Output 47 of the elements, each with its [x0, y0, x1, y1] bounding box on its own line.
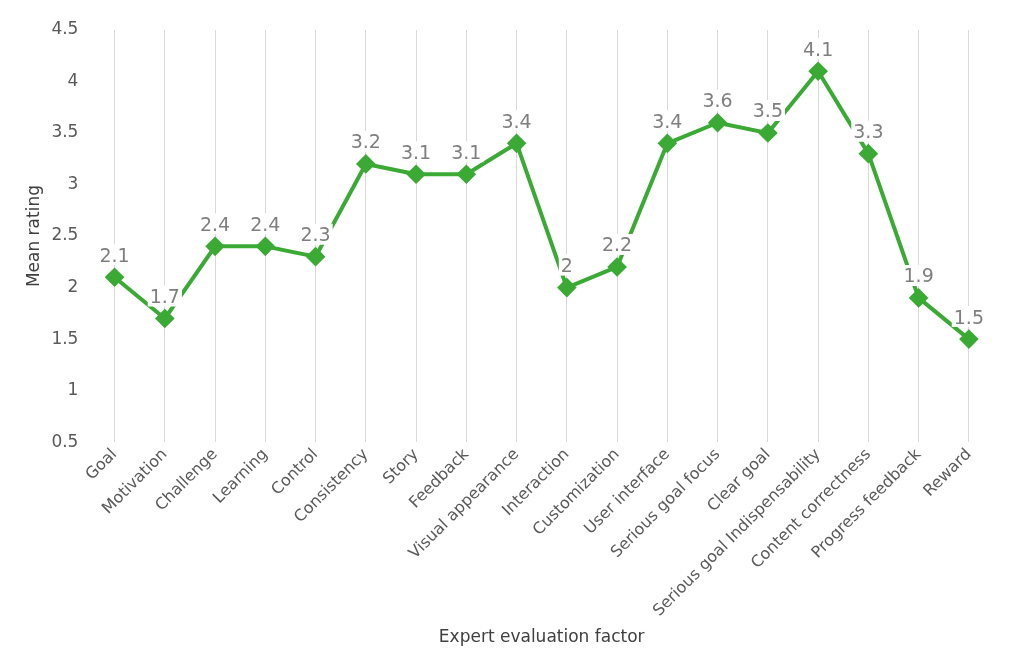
point — [557, 278, 576, 297]
y-tick-label: 2 — [67, 276, 79, 296]
data-label: 2 — [560, 254, 573, 277]
data-label: 3.2 — [350, 130, 381, 153]
x-axis-title: Expert evaluation factor — [438, 626, 645, 647]
y-tick-label: 3 — [67, 172, 79, 193]
point — [105, 268, 124, 287]
point — [256, 237, 275, 256]
y-tick-label: 1 — [67, 379, 79, 400]
point — [758, 124, 777, 143]
data-label: 1.7 — [149, 284, 180, 307]
y-tick-label: 3.5 — [51, 121, 79, 142]
y-tick-label: 1.5 — [51, 327, 79, 348]
data-label: 2.4 — [199, 212, 231, 235]
data-label: 3.1 — [451, 140, 482, 163]
point — [608, 257, 627, 276]
y-tick-label: 4.5 — [51, 18, 79, 39]
data-label: 2.4 — [250, 212, 281, 235]
data-label: 2.3 — [300, 223, 331, 246]
data-label: 3.3 — [853, 120, 884, 143]
data-label: 2.1 — [99, 243, 130, 266]
data-label: 3.6 — [702, 89, 733, 112]
point — [909, 288, 928, 307]
data-label: 3.4 — [501, 109, 532, 132]
point — [306, 247, 325, 266]
data-label: 3.5 — [752, 99, 783, 122]
point — [809, 62, 828, 81]
data-label: 3.4 — [652, 109, 683, 132]
point — [457, 165, 476, 184]
y-tick-label: 4 — [67, 69, 79, 90]
point — [155, 309, 174, 328]
point — [507, 134, 526, 153]
point — [658, 134, 677, 153]
point — [708, 113, 727, 132]
point — [959, 330, 978, 349]
y-axis-title: Mean rating — [22, 185, 43, 288]
point — [356, 154, 375, 173]
data-label: 2.2 — [601, 233, 633, 256]
point — [859, 144, 878, 163]
data-label: 3.1 — [400, 140, 432, 163]
point — [206, 237, 225, 256]
data-label: 1.5 — [953, 305, 984, 328]
y-tick-label: 0.5 — [51, 430, 79, 451]
y-tick-label: 2.5 — [51, 224, 79, 245]
data-label: 1.9 — [903, 264, 934, 287]
data-label: 4.1 — [803, 37, 834, 60]
point — [407, 165, 426, 184]
